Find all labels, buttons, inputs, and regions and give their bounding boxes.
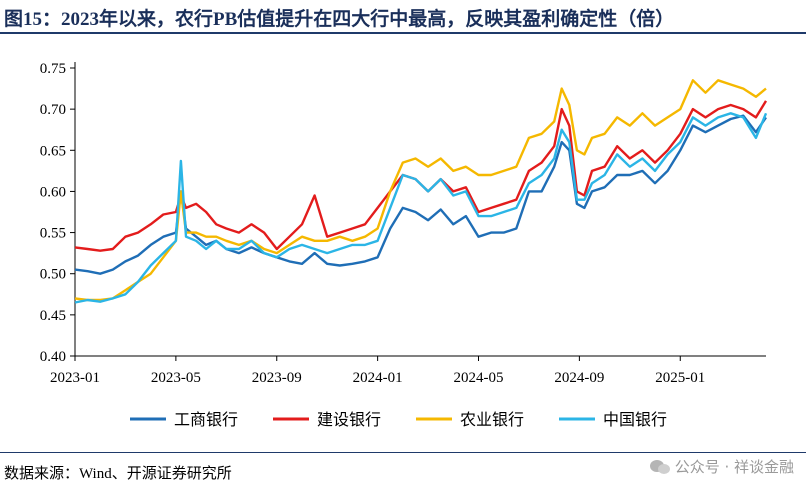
watermark: 公众号 · 祥谈金融 xyxy=(649,456,794,477)
y-tick-label: 0.45 xyxy=(40,308,66,324)
legend-label: 工商银行 xyxy=(174,411,238,429)
x-tick-label: 2023-09 xyxy=(252,370,302,386)
chart-legend: 工商银行 建设银行 农业银行 中国银行 xyxy=(130,411,667,429)
y-tick-label: 0.40 xyxy=(40,349,66,365)
legend-label: 农业银行 xyxy=(460,411,524,429)
legend-label: 中国银行 xyxy=(603,411,667,429)
chart-axes: 0.40 0.45 0.50 0.55 0.60 0.65 0.70 0.75 2023-01 2… xyxy=(40,61,766,386)
x-tick-label: 2025-01 xyxy=(655,370,705,386)
x-tick-label: 2024-09 xyxy=(554,370,604,386)
y-tick-label: 0.70 xyxy=(40,102,66,118)
figure-title: 图15：2023年以来，农行PB估值提升在四大行中最高，反映其盈利确定性（倍） xyxy=(4,9,675,30)
y-tick-label: 0.65 xyxy=(40,143,66,159)
watermark-text: 公众号 · 祥谈金融 xyxy=(674,458,794,476)
x-tick-label: 2024-01 xyxy=(353,370,403,386)
y-tick-label: 0.75 xyxy=(40,61,66,77)
legend-label: 建设银行 xyxy=(317,411,381,429)
chart-series-lines xyxy=(74,79,768,304)
y-tick-label: 0.55 xyxy=(40,226,66,242)
wechat-icon xyxy=(649,459,671,475)
source-note: 数据来源：Wind、开源证券研究所 xyxy=(4,466,232,482)
x-tick-label: 2024-05 xyxy=(454,370,504,386)
title-divider xyxy=(0,32,806,34)
y-tick-label: 0.50 xyxy=(40,267,66,283)
line-chart: 0.40 0.45 0.50 0.55 0.60 0.65 0.70 0.75 2023-01 2… xyxy=(40,61,768,429)
y-tick-label: 0.60 xyxy=(40,184,66,200)
x-tick-label: 2023-01 xyxy=(50,370,100,386)
x-tick-label: 2023-05 xyxy=(151,370,201,386)
source-divider xyxy=(0,452,806,453)
series-line-4 xyxy=(74,112,768,304)
